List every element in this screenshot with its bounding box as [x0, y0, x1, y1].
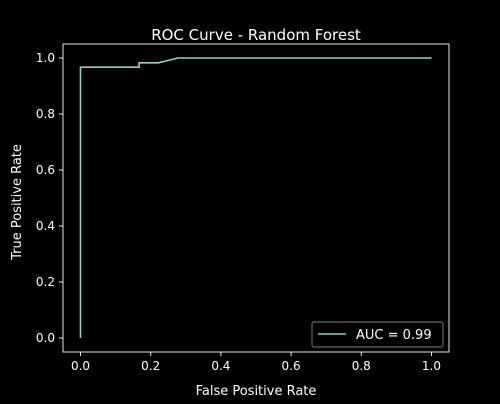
x-axis-ticks: 0.0 0.2 0.4 0.6 0.8 1.0: [71, 352, 441, 373]
y-tick-label: 0.2: [36, 275, 55, 289]
x-tick-label: 0.6: [282, 359, 301, 373]
x-tick-label: 0.4: [211, 359, 230, 373]
legend-box: [311, 321, 444, 348]
x-tick-label: 0.2: [141, 359, 160, 373]
y-axis-label: True Positive Rate: [10, 144, 25, 261]
plot-frame: [62, 43, 450, 353]
series-layer: [79, 57, 432, 338]
y-tick-label: 0.4: [36, 219, 55, 233]
legend-label: AUC = 0.99: [356, 328, 432, 343]
y-tick-label: 1.0: [36, 51, 55, 65]
y-tick-label: 0.8: [36, 107, 55, 121]
chart-title: ROC Curve - Random Forest: [151, 26, 361, 44]
y-tick-label: 0.6: [36, 163, 55, 177]
legend: AUC = 0.99: [311, 321, 444, 348]
roc-curve-line: [79, 57, 432, 338]
x-tick-label: 1.0: [422, 359, 441, 373]
x-tick-label: 0.0: [71, 359, 90, 373]
x-tick-label: 0.8: [352, 359, 371, 373]
x-axis-label: False Positive Rate: [196, 384, 317, 399]
y-axis-ticks: 0.0 0.2 0.4 0.6 0.8 1.0: [36, 51, 63, 345]
y-tick-label: 0.0: [36, 331, 55, 345]
